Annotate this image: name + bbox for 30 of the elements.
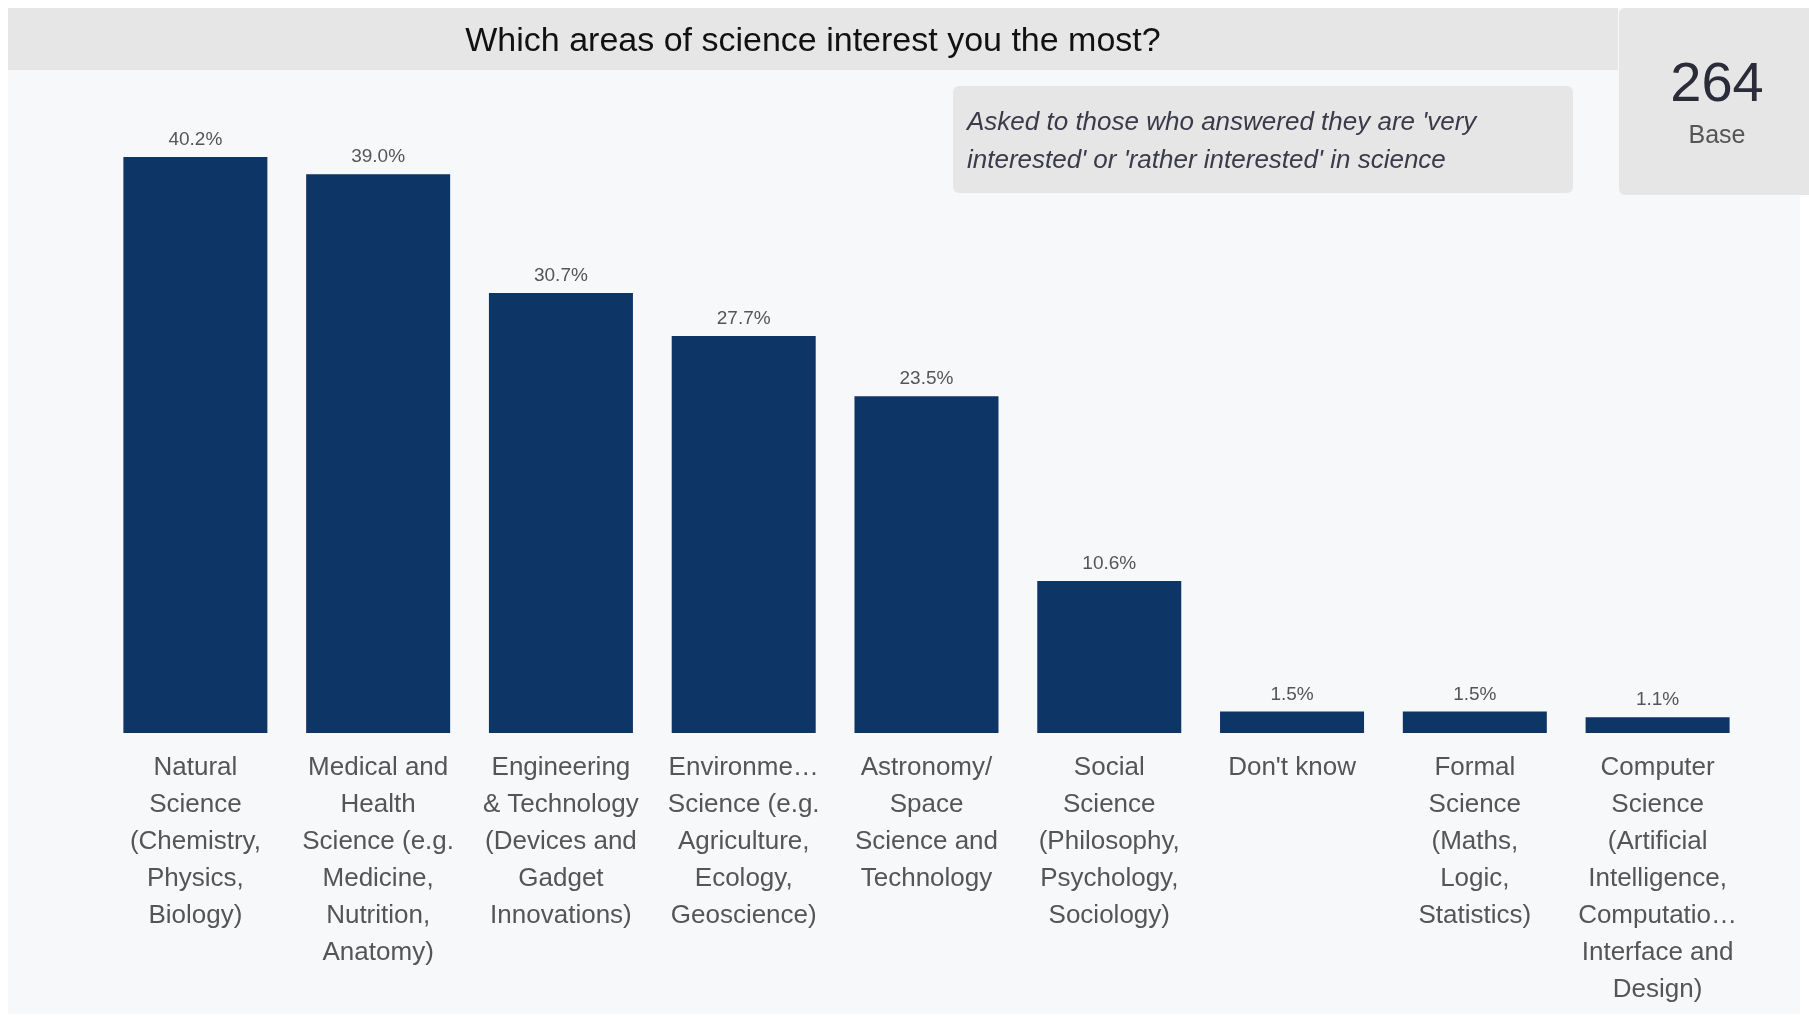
x-tick-label: Social Science (Philosophy, Psychology, Sociology) — [1038, 751, 1180, 929]
x-tick-label: Computer Science (Artificial Intelligence, Computatio… Interface and Design) — [1578, 751, 1738, 1003]
bar — [1585, 717, 1730, 733]
data-label: 27.7% — [716, 307, 771, 329]
bar — [1037, 581, 1182, 733]
data-label: 1.5% — [1453, 682, 1497, 704]
x-tick-label: Astronomy/ Space Science and Technology — [854, 751, 999, 892]
bar — [854, 396, 999, 733]
data-label: 1.1% — [1635, 688, 1680, 710]
x-tick-label: Engineering & Technology (Devices and Gadget Innovations) — [483, 751, 639, 929]
data-label: 23.5% — [899, 367, 954, 389]
note-box: Asked to those who answered they are 'very interested' or 'rather interested' in science — [953, 86, 1573, 193]
x-tick-label: Medical and Health Science (e.g. Medicine, Nutrition, Anatomy) — [302, 751, 455, 966]
bar — [306, 174, 451, 733]
bar — [1220, 711, 1365, 733]
x-tick-label: Don't know — [1228, 751, 1357, 781]
bar — [123, 157, 268, 733]
data-label: 30.7% — [533, 264, 588, 286]
bar — [671, 336, 816, 733]
x-tick-label: Formal Science (Maths, Logic, Statistics) — [1418, 751, 1532, 929]
data-label: 40.2% — [168, 128, 223, 149]
data-label: 1.5% — [1270, 682, 1314, 704]
data-label: 39.0% — [351, 145, 406, 167]
x-tick-label: Natural Science (Chemistry, Physics, Biology) — [129, 751, 261, 929]
bar — [488, 293, 633, 733]
data-label: 10.6% — [1082, 552, 1137, 574]
bar — [1402, 711, 1547, 733]
info-card: 264 Base — [1619, 8, 1809, 195]
chart-title: Which areas of science interest you the most? — [8, 8, 1618, 70]
x-tick-label: Environme… Science (e.g. Agriculture, Ecology, Geoscience) — [667, 751, 820, 929]
